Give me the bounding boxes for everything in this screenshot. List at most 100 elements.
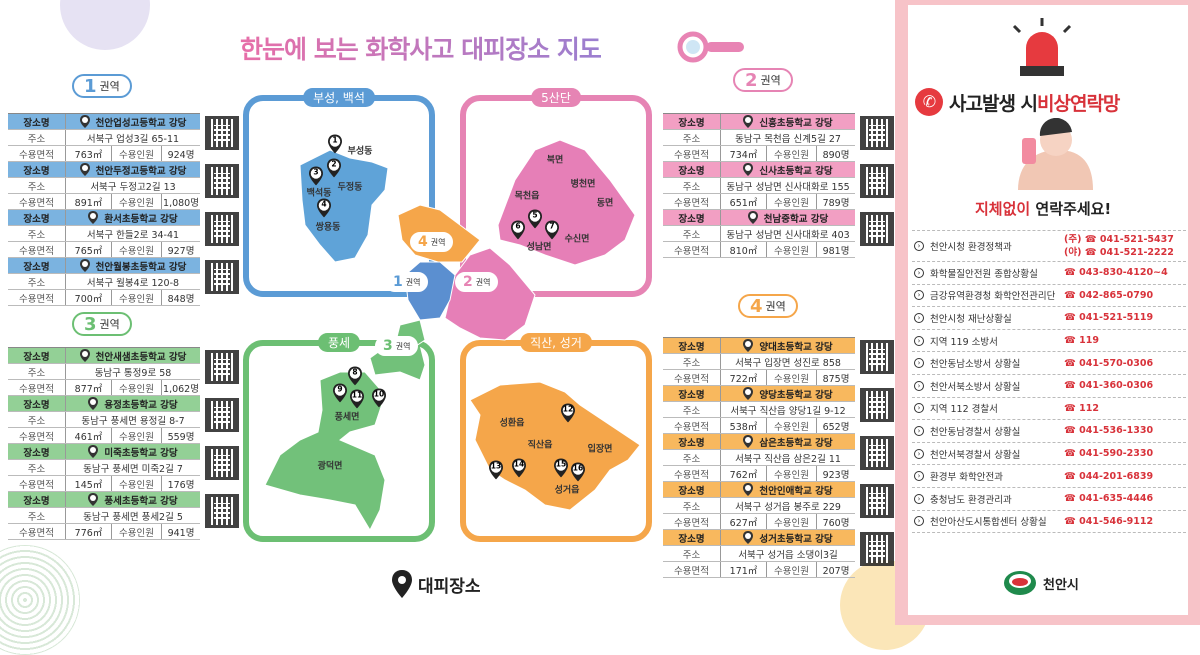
contact-item[interactable]: › 천안동남경찰서 상황실 ☎ 041-536-1330 bbox=[912, 420, 1186, 443]
shelter-address: 서북구 한들2로 34-41 bbox=[86, 229, 180, 241]
shelter-pin[interactable]: 9 bbox=[333, 383, 347, 403]
contact-list: › 천안시청 환경정책과 (주) ☎ 041-521-5437 (야) ☎ 041-5… bbox=[912, 230, 1186, 534]
shelter-name: 천안새샘초등학교 강당 bbox=[95, 351, 187, 363]
shelter-pin[interactable]: 3 bbox=[309, 166, 323, 186]
pin-icon bbox=[743, 115, 754, 128]
shelter-pin[interactable]: 4 bbox=[317, 198, 331, 218]
map-box-blue: 부성, 백석 bbox=[243, 88, 435, 297]
shelter-pin[interactable]: 6 bbox=[511, 220, 525, 240]
shelter-entry: 장소명 천안두정고등학교 강당 주소 서북구 두정고2길 13 수용면적 891㎡ 수용… bbox=[8, 162, 239, 210]
qr-code[interactable] bbox=[860, 212, 894, 246]
contact-item[interactable]: › 지역 119 소방서 ☎ 119 bbox=[912, 330, 1186, 353]
shelter-area: 461㎡ bbox=[66, 428, 112, 443]
district-label: 북면 bbox=[546, 155, 564, 166]
shelter-area: 763㎡ bbox=[66, 146, 112, 161]
qr-code[interactable] bbox=[205, 116, 239, 150]
contact-item[interactable]: › 충청남도 환경관리과 ☎ 041-635-4446 bbox=[912, 488, 1186, 511]
shelter-name: 양당초등학교 강당 bbox=[759, 389, 833, 401]
qr-code[interactable] bbox=[860, 436, 894, 470]
zone4-table: 장소명 양대초등학교 강당 주소 서북구 입장면 성진로 858 수용면적 722㎡ 수… bbox=[663, 337, 894, 578]
shelter-capacity: 924명 bbox=[167, 149, 195, 161]
pin-icon bbox=[743, 387, 754, 400]
map-box-pink: 5산단 bbox=[460, 88, 652, 297]
qr-code[interactable] bbox=[860, 532, 894, 566]
shelter-address: 동남구 성남면 신사대화로 403 bbox=[726, 229, 850, 241]
shelter-area: 651㎡ bbox=[721, 194, 767, 209]
qr-code[interactable] bbox=[205, 494, 239, 528]
shelter-name: 천안업성고등학교 강당 bbox=[95, 117, 187, 129]
contact-item[interactable]: › 천안시청 환경정책과 (주) ☎ 041-521-5437 (야) ☎ 041-5… bbox=[912, 231, 1186, 262]
qr-code[interactable] bbox=[860, 340, 894, 374]
shelter-pin[interactable]: 13 bbox=[489, 460, 503, 480]
shelter-name: 양대초등학교 강당 bbox=[759, 341, 833, 353]
chevron-right-icon: › bbox=[914, 267, 924, 278]
zone1-badge: 1 권역 bbox=[72, 74, 132, 98]
district-label: 두정동 bbox=[337, 182, 363, 193]
shelter-pin[interactable]: 7 bbox=[545, 220, 559, 240]
qr-code[interactable] bbox=[205, 212, 239, 246]
shelter-pin[interactable]: 8 bbox=[348, 366, 362, 386]
shelter-entry: 장소명 신흥초등학교 강당 주소 동남구 목천읍 신계5길 27 수용면적 734㎡ 수… bbox=[663, 114, 894, 162]
shelter-pin[interactable]: 10 bbox=[372, 388, 386, 408]
shelter-pin[interactable]: 16 bbox=[571, 462, 585, 482]
pin-icon bbox=[88, 397, 99, 410]
contact-item[interactable]: › 천안서북소방서 상황실 ☎ 041-360-0306 bbox=[912, 375, 1186, 398]
phone-number: ☎ 041-536-1330 bbox=[1064, 425, 1154, 437]
shelter-entry: 장소명 용정초등학교 강당 주소 동남구 풍세면 용정길 8-7 수용면적 461㎡ 수… bbox=[8, 396, 239, 444]
qr-code[interactable] bbox=[860, 388, 894, 422]
contact-item[interactable]: › 천안시청 재난상황실 ☎ 041-521-5119 bbox=[912, 307, 1186, 330]
contact-item[interactable]: › 환경부 화학안전과 ☎ 044-201-6839 bbox=[912, 465, 1186, 488]
shelter-entry: 장소명 천안업성고등학교 강당 주소 서북구 업성3길 65-11 수용면적 763㎡… bbox=[8, 114, 239, 162]
magnifier-icon bbox=[676, 30, 746, 64]
pin-icon bbox=[743, 483, 754, 496]
shelter-address: 서북구 직산읍 양당1길 9-12 bbox=[730, 405, 846, 417]
contact-item[interactable]: › 지역 112 경찰서 ☎ 112 bbox=[912, 398, 1186, 421]
shelter-capacity: 890명 bbox=[822, 149, 850, 161]
shelter-pin[interactable]: 11 bbox=[350, 389, 364, 409]
shelter-capacity: 941명 bbox=[167, 527, 195, 539]
map-box-green: 풍세 bbox=[243, 333, 435, 542]
pin-icon bbox=[79, 259, 90, 272]
qr-code[interactable] bbox=[205, 446, 239, 480]
shelter-area: 762㎡ bbox=[721, 466, 767, 481]
qr-code[interactable] bbox=[860, 164, 894, 198]
map-region-orange bbox=[469, 381, 641, 511]
phone-number: ☎ 041-570-0306 bbox=[1064, 357, 1154, 369]
pin-icon bbox=[747, 211, 758, 224]
shelter-address: 동남구 풍세면 풍세2길 5 bbox=[83, 511, 183, 523]
qr-code[interactable] bbox=[205, 164, 239, 198]
pin-icon bbox=[743, 531, 754, 544]
shelter-name: 미죽초등학교 강당 bbox=[104, 447, 178, 459]
zone3-table: 장소명 천안새샘초등학교 강당 주소 동남구 통정9로 58 수용면적 877㎡ 수용인… bbox=[8, 347, 239, 540]
overview-zone-label: 4 권역 bbox=[410, 232, 454, 252]
district-label: 동면 bbox=[596, 198, 614, 209]
shelter-pin[interactable]: 2 bbox=[327, 158, 341, 178]
zone3-badge: 3 권역 bbox=[72, 312, 132, 336]
qr-code[interactable] bbox=[205, 398, 239, 432]
shelter-pin[interactable]: 1 bbox=[328, 134, 342, 154]
contact-item[interactable]: › 금강유역환경청 화학안전관리단 ☎ 042-865-0790 bbox=[912, 285, 1186, 308]
overview-zone-label: 2 권역 bbox=[455, 272, 499, 292]
shelter-pin[interactable]: 5 bbox=[528, 209, 542, 229]
map-shapes bbox=[264, 139, 641, 532]
shelter-area: 877㎡ bbox=[66, 380, 112, 395]
contact-item[interactable]: › 천안서북경찰서 상황실 ☎ 041-590-2330 bbox=[912, 443, 1186, 466]
shelter-entry: 장소명 성거초등학교 강당 주소 서북구 성거읍 소댕이3길 수용면적 171㎡ 수용인… bbox=[663, 530, 894, 578]
contact-subtitle: 지체없이 연락주세요! bbox=[975, 200, 1112, 218]
shelter-pin[interactable]: 15 bbox=[554, 458, 568, 478]
contact-item[interactable]: › 천안동남소방서 상황실 ☎ 041-570-0306 bbox=[912, 352, 1186, 375]
phone-number: ☎ 112 bbox=[1064, 402, 1099, 414]
shelter-pin[interactable]: 14 bbox=[512, 458, 526, 478]
shelter-name: 풍세초등학교 강당 bbox=[104, 495, 178, 507]
contact-item[interactable]: › 화학물질안전원 종합상황실 ☎ 043-830-4120~4 bbox=[912, 262, 1186, 285]
qr-code[interactable] bbox=[205, 260, 239, 294]
contact-item[interactable]: › 천안아산도시통합센터 상황실 ☎ 041-546-9112 bbox=[912, 511, 1186, 534]
shelter-address: 서북구 성거읍 소댕이3길 bbox=[738, 549, 838, 561]
shelter-capacity: 923명 bbox=[822, 469, 850, 481]
shelter-pin[interactable]: 12 bbox=[561, 403, 575, 423]
shelter-capacity: 1,080명 bbox=[163, 197, 199, 209]
qr-code[interactable] bbox=[860, 484, 894, 518]
qr-code[interactable] bbox=[205, 350, 239, 384]
zone2-badge: 2 권역 bbox=[733, 68, 793, 92]
qr-code[interactable] bbox=[860, 116, 894, 150]
